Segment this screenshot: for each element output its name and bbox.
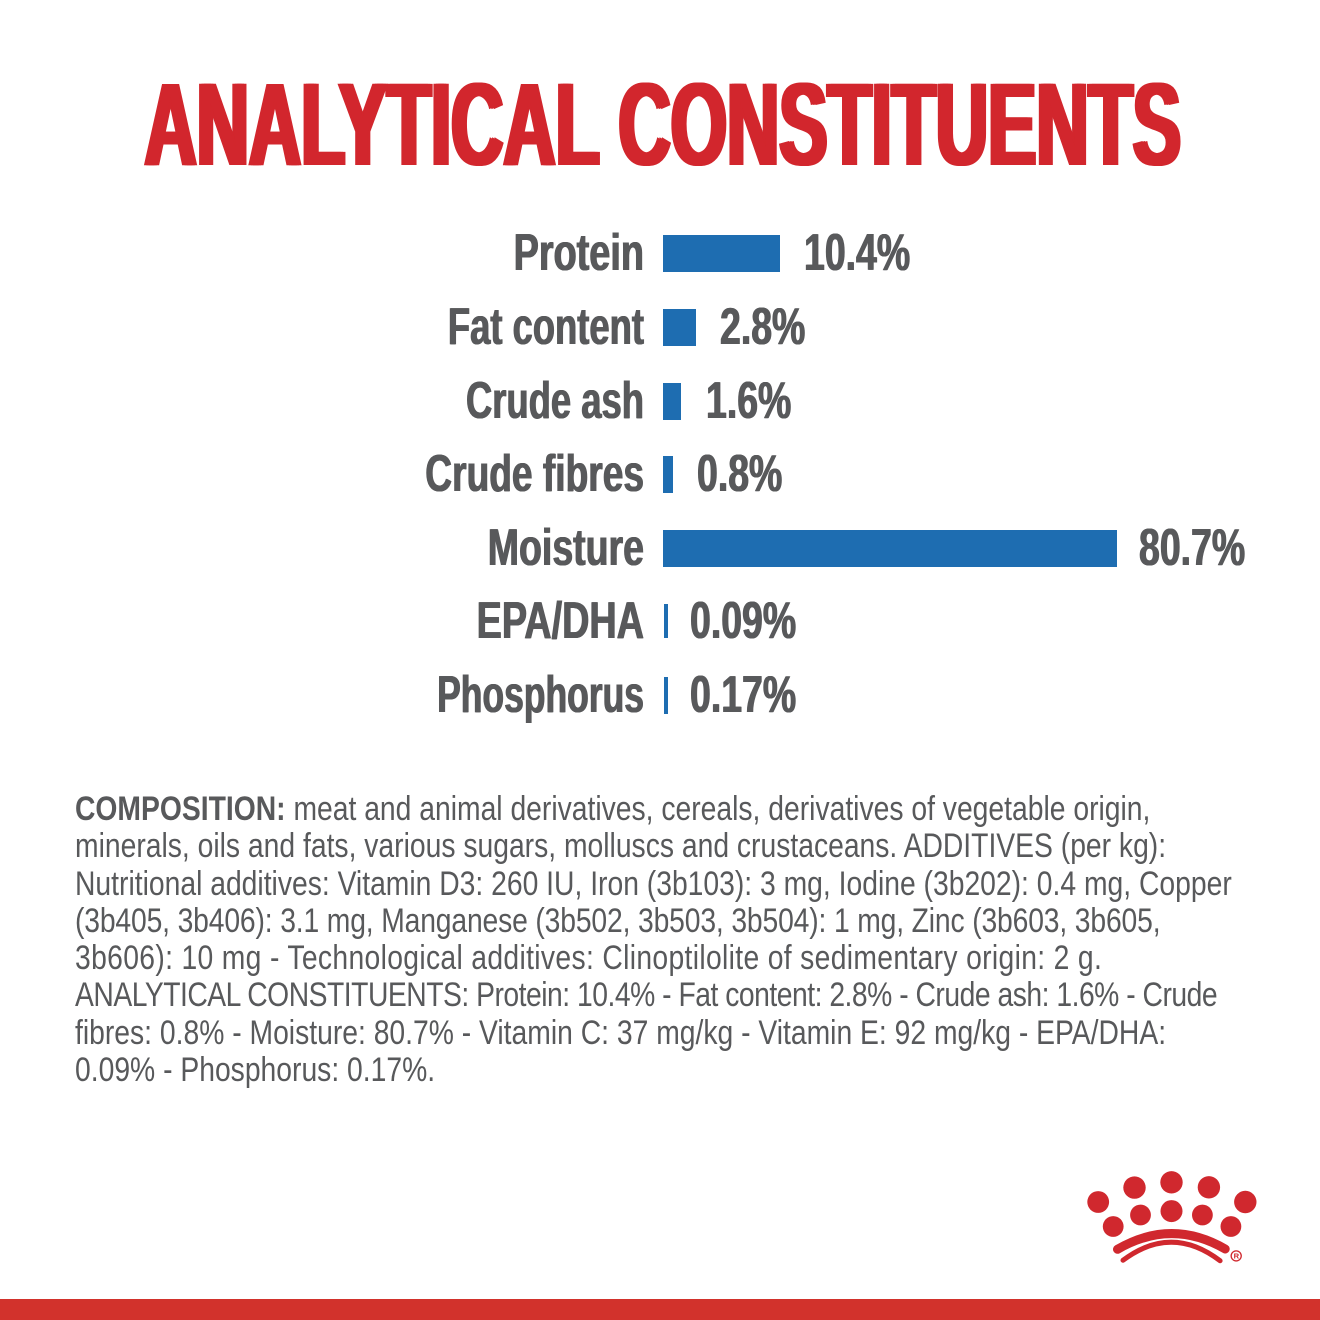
- svg-text:R: R: [1234, 1252, 1240, 1261]
